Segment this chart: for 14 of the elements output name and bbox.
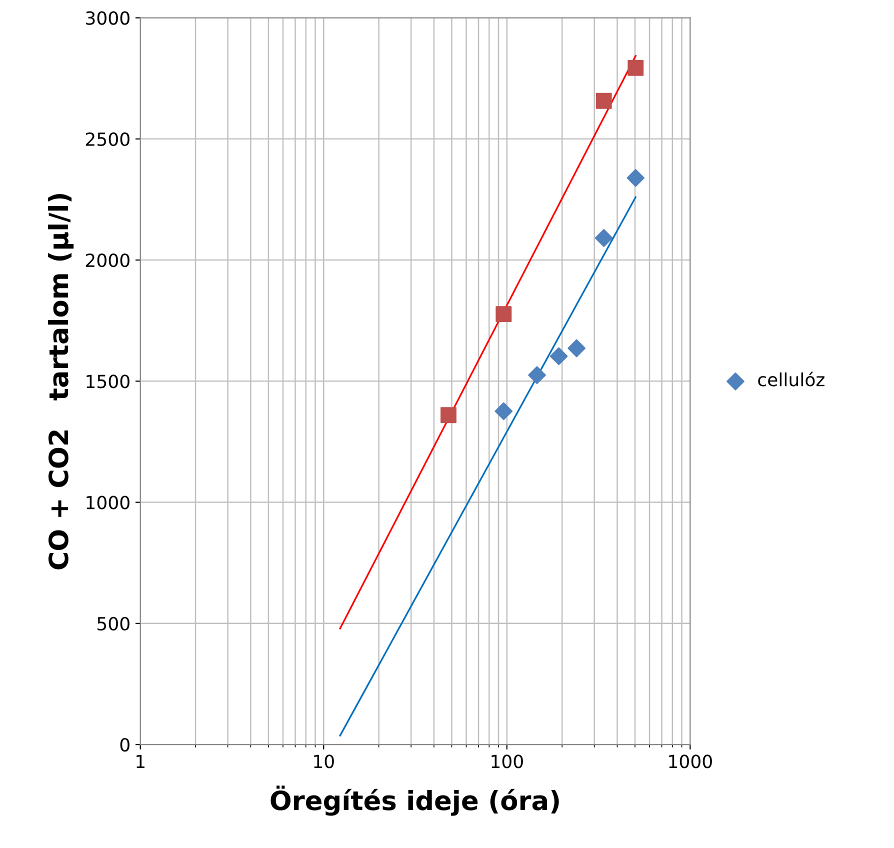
x-tick-label: 1000 xyxy=(669,754,712,768)
y-tick-label: 2000 xyxy=(86,254,130,268)
y-tick-label: 2500 xyxy=(86,132,130,146)
x-axis-title: Öregítés ideje (óra) xyxy=(270,786,559,816)
legend-label: cellulóz xyxy=(758,372,824,386)
y-tick-label: 3000 xyxy=(86,11,130,25)
x-tick-label: 1 xyxy=(136,754,144,768)
y-tick-label: 1000 xyxy=(86,496,130,510)
y-tick-label: 500 xyxy=(98,616,130,631)
x-tick-label: 100 xyxy=(492,754,523,768)
y-tick-label: 0 xyxy=(120,738,130,752)
y-tick-label: 1500 xyxy=(86,374,130,388)
x-tick-label: 10 xyxy=(314,754,334,768)
y-axis-title: CO + CO2 tartalom (µl/l) xyxy=(48,194,74,570)
